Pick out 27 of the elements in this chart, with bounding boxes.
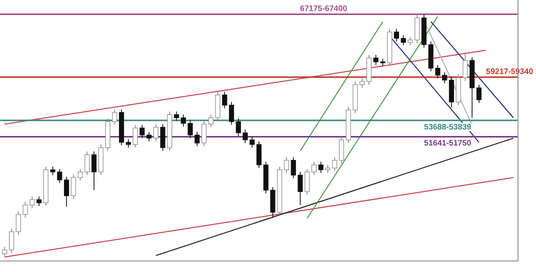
candlestick <box>91 151 97 191</box>
candlestick <box>174 111 180 122</box>
candlestick <box>366 54 372 86</box>
candlestick <box>476 84 482 104</box>
candlestick <box>153 124 158 142</box>
candlestick <box>284 156 290 174</box>
candlestick <box>140 124 145 139</box>
candlestick <box>304 168 310 196</box>
candlestick <box>160 124 166 152</box>
candlestick <box>228 102 234 126</box>
candlestick <box>36 196 42 206</box>
candlestick <box>256 140 262 168</box>
annotation: 51641-51750 <box>424 138 472 148</box>
candlestick <box>311 161 317 176</box>
candlestick <box>338 136 344 164</box>
candlestick <box>222 91 228 109</box>
candlestick <box>318 161 324 174</box>
candlestick <box>448 76 454 108</box>
candlestick <box>201 120 207 147</box>
candlestick <box>8 228 14 254</box>
candlestick <box>400 34 406 46</box>
annotation: 59217-59340 <box>486 67 534 76</box>
candlestick <box>146 131 152 142</box>
candlestick <box>132 124 138 148</box>
text: 67175-67400 <box>300 4 348 14</box>
candlestick <box>64 176 70 208</box>
candlestick <box>394 28 400 42</box>
